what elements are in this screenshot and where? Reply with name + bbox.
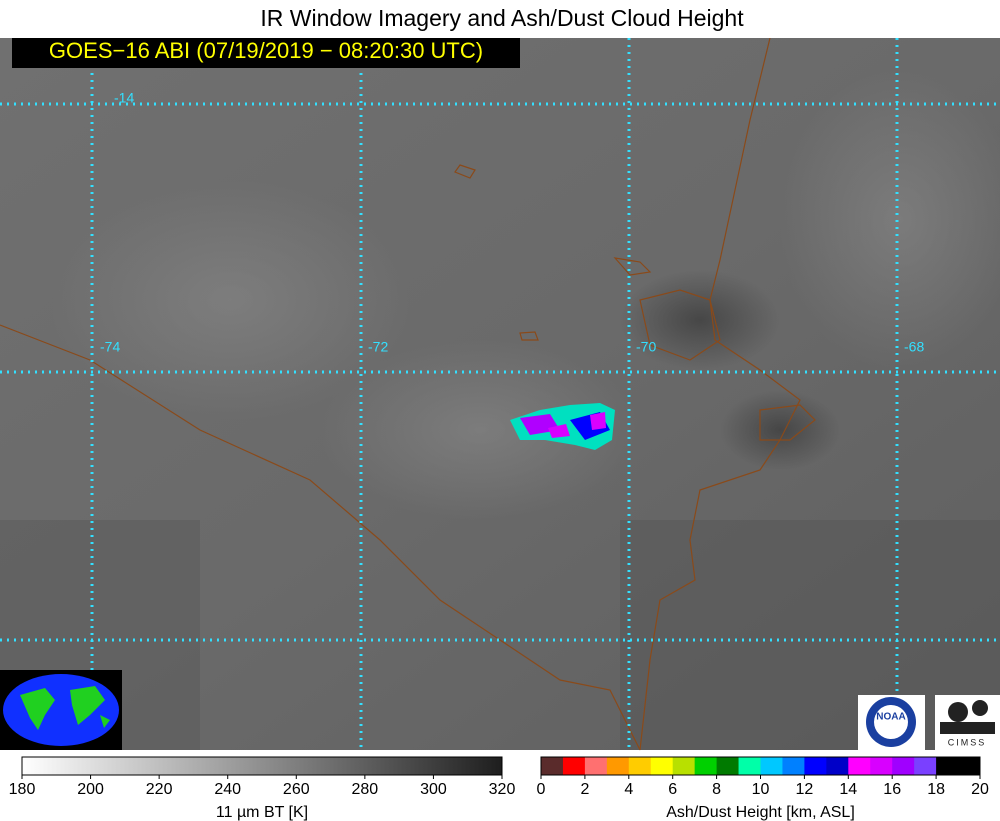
colorbar-cell — [694, 757, 718, 775]
noaa-text: NOAA — [876, 712, 905, 723]
colorbar-cell — [606, 757, 630, 775]
longitude-label: -74 — [100, 339, 120, 355]
colorbar-tick-label: 4 — [624, 781, 633, 798]
globe-inset — [0, 670, 122, 750]
colorbars: 180 200 220 240 260 280 300 320 11 µm BT [K] 0 2 4 6… — [9, 756, 989, 821]
latitude-label: -14 — [114, 90, 134, 106]
colorbar-tick-label: 8 — [712, 781, 721, 798]
colorbar-tick-label: 12 — [796, 781, 814, 798]
colorbar-cell — [958, 757, 981, 775]
colorbar-cell — [716, 757, 740, 775]
colorbar-tick-label: 300 — [420, 781, 447, 798]
colorbar-cell — [936, 757, 959, 775]
colorbar-cell — [541, 757, 564, 775]
colorbar-tick-label: 180 — [9, 781, 36, 798]
colorbar-cell — [738, 757, 761, 775]
colorbar-tick-label: 18 — [927, 781, 945, 798]
colorbar-cell — [826, 757, 849, 775]
colorbar-frame — [21, 756, 503, 776]
colorbar-tick-label: 20 — [971, 781, 989, 798]
colorbar-cell — [892, 757, 915, 775]
colorbar-cell — [562, 757, 586, 775]
longitude-label: -72 — [368, 339, 388, 355]
colorbar-tick-label: 0 — [537, 781, 546, 798]
ash-plume — [510, 403, 615, 450]
title: IR Window Imagery and Ash/Dust Cloud Hei… — [260, 5, 744, 31]
colorbar-tick-label: 240 — [214, 781, 241, 798]
colorbar-label: Ash/Dust Height [km, ASL] — [666, 804, 855, 821]
colorbar-cell — [650, 757, 674, 775]
subtitle: GOES−16 ABI (07/19/2019 − 08:20:30 UTC) — [49, 38, 483, 63]
colorbar-tick-label: 200 — [77, 781, 104, 798]
satellite-image — [0, 38, 1000, 750]
colorbar-cell — [760, 757, 783, 775]
colorbar-tick-label: 14 — [839, 781, 857, 798]
colorbar-tick-label: 10 — [752, 781, 770, 798]
colorbar-cell — [672, 757, 696, 775]
colorbar-cell — [584, 757, 608, 775]
noaa-logo: NOAA — [858, 695, 925, 750]
colorbar-tick-label: 220 — [146, 781, 173, 798]
colorbar-cell — [914, 757, 937, 775]
colorbar-label: 11 µm BT [K] — [216, 804, 308, 821]
colorbar-tick-label: 2 — [580, 781, 589, 798]
cimss-text: CIMSS — [948, 737, 987, 747]
colorbar-tick-label: 280 — [352, 781, 379, 798]
colorbar-cell — [628, 757, 652, 775]
cimss-logo: CIMSS — [935, 695, 1000, 750]
colorbar-cell — [848, 757, 871, 775]
colorbar-cell — [804, 757, 827, 775]
colorbar-tick-label: 6 — [668, 781, 677, 798]
longitude-label: -68 — [904, 339, 924, 355]
colorbar-tick-label: 260 — [283, 781, 310, 798]
colorbar-cell — [782, 757, 805, 775]
borders — [0, 37, 816, 751]
colorbar-tick-label: 320 — [489, 781, 516, 798]
graticule — [0, 38, 1000, 750]
colorbar-tick-label: 16 — [883, 781, 901, 798]
longitude-label: -70 — [636, 339, 656, 355]
colorbar-gradient — [22, 757, 502, 775]
colorbar-cell — [870, 757, 893, 775]
